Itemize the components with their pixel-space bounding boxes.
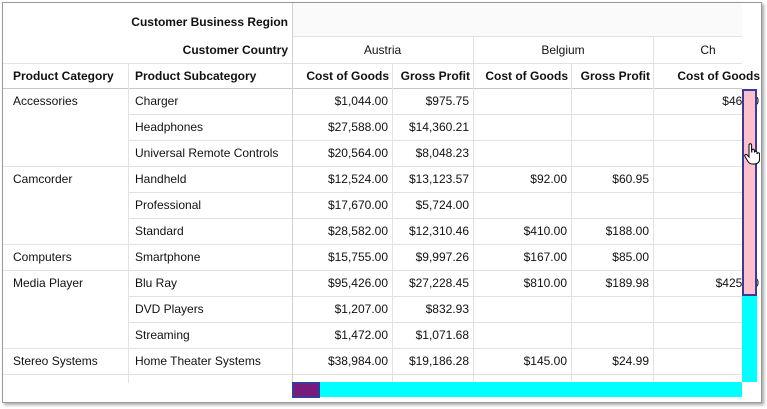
value-cell [571, 296, 649, 322]
country-header-label: Customer Country [182, 43, 288, 57]
value-cell: $95,426.00 [327, 276, 388, 290]
grid-line [128, 322, 742, 323]
value-cell: $15,755.00 [327, 250, 388, 264]
value-cell: $28,582.00 [327, 224, 388, 238]
grid-line [3, 374, 742, 375]
vertical-scrollbar-thumb[interactable] [742, 89, 757, 296]
value-cell: $5,724.00 [415, 198, 469, 212]
value-cell [473, 296, 567, 322]
value-cell: $60.95 [612, 172, 649, 186]
value-cell: $9,997.26 [415, 250, 469, 264]
value-cell [571, 140, 649, 166]
grid-line [292, 36, 742, 37]
row-header-category: Product Category [13, 69, 114, 83]
value-cell: $14,360.21 [408, 120, 469, 134]
country-header: Ch [700, 43, 716, 57]
measure-header: Gross Profit [400, 69, 470, 83]
grid-line [392, 63, 393, 383]
measure-header: Gross Profit [580, 69, 650, 83]
grid-line [128, 218, 742, 219]
horizontal-scrollbar-track[interactable] [292, 382, 742, 397]
measure-header: Cost of Goods [677, 69, 760, 83]
grid-line [3, 244, 742, 245]
scrollbar-corner [742, 382, 757, 397]
subcategory-cell: Headphones [135, 120, 204, 134]
grid-line [128, 140, 742, 141]
value-cell: $145.00 [523, 354, 567, 368]
grid-line [128, 192, 742, 193]
grid-line [653, 36, 654, 383]
value-cell [571, 114, 649, 140]
value-cell: $27,588.00 [327, 120, 388, 134]
subcategory-cell: Professional [135, 198, 202, 212]
value-cell: $13,123.57 [408, 172, 469, 186]
grid-line [3, 348, 742, 349]
horizontal-scrollbar-thumb[interactable] [292, 382, 320, 398]
value-cell: $38,984.00 [327, 354, 388, 368]
value-cell: $975.75 [425, 94, 469, 108]
value-cell [473, 322, 567, 348]
country-header: Austria [363, 43, 402, 57]
value-cell: $1,207.00 [334, 302, 388, 316]
category-cell: Computers [13, 250, 72, 264]
value-cell [473, 140, 567, 166]
value-cell: $20,564.00 [327, 146, 388, 160]
subcategory-cell: Smartphone [135, 250, 201, 264]
value-cell: $1,472.00 [334, 328, 388, 342]
value-cell: $167.00 [523, 250, 567, 264]
subcategory-cell: DVD Players [135, 302, 204, 316]
value-cell: $810.00 [523, 276, 567, 290]
grid-line [3, 270, 742, 271]
row-header-subcategory: Product Subcategory [135, 69, 257, 83]
value-cell: $19,186.28 [408, 354, 469, 368]
value-cell: $24.99 [612, 354, 649, 368]
category-cell: Camcorder [13, 172, 73, 186]
value-cell [571, 88, 649, 114]
value-cell: $832.93 [425, 302, 469, 316]
value-cell: $17,670.00 [327, 198, 388, 212]
value-cell [473, 192, 567, 218]
category-cell: Media Player [13, 276, 84, 290]
value-cell [571, 322, 649, 348]
value-cell: $27,228.45 [408, 276, 469, 290]
grid-line [3, 166, 742, 167]
subcategory-cell: Handheld [135, 172, 187, 186]
grid-line [128, 296, 742, 297]
value-cell: $188.00 [605, 224, 649, 238]
region-header-label: Customer Business Region [131, 15, 288, 29]
category-cell: Stereo Systems [13, 354, 98, 368]
grid-line [571, 63, 572, 383]
value-cell [473, 114, 567, 140]
pivot-table: Customer Business Region Customer Country… [2, 2, 762, 403]
grid-line [128, 114, 742, 115]
value-cell: $8,048.23 [415, 146, 469, 160]
hand-cursor-icon [744, 143, 761, 165]
grid-line [128, 63, 129, 383]
value-cell [571, 192, 649, 218]
value-cell [473, 88, 567, 114]
category-cell: Accessories [13, 94, 78, 108]
country-header: Belgium [541, 43, 585, 57]
subcategory-cell: Home Theater Systems [135, 354, 261, 368]
subcategory-cell: Streaming [135, 328, 190, 342]
value-cell: $1,071.68 [415, 328, 469, 342]
value-cell: $189.98 [605, 276, 649, 290]
grid-line [292, 3, 293, 383]
value-cell: $12,310.46 [408, 224, 469, 238]
value-cell: $85.00 [612, 250, 649, 264]
subcategory-cell: Blu Ray [135, 276, 178, 290]
value-cell: $12,524.00 [327, 172, 388, 186]
measure-header: Cost of Goods [485, 69, 568, 83]
grid-line [3, 63, 742, 64]
subcategory-cell: Universal Remote Controls [135, 146, 279, 160]
grid-line [473, 36, 474, 383]
region-band [292, 3, 742, 36]
grid-line [3, 88, 742, 89]
measure-header: Cost of Goods [306, 69, 389, 83]
value-cell: $410.00 [523, 224, 567, 238]
subcategory-cell: Standard [135, 224, 184, 238]
value-cell: $92.00 [530, 172, 567, 186]
value-cell: $1,044.00 [334, 94, 388, 108]
subcategory-cell: Charger [135, 94, 179, 108]
